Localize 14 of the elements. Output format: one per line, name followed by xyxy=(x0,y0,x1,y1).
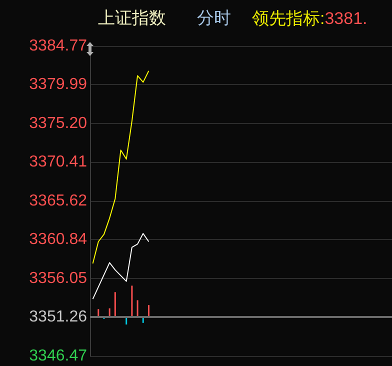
y-tick-label: 3356.05 xyxy=(29,270,88,287)
line-series xyxy=(92,70,150,264)
y-tick-label: 3351.26 xyxy=(29,308,88,326)
y-tick-label: 3360.84 xyxy=(29,231,88,248)
y-tick-label: 3379.99 xyxy=(29,76,88,94)
text: 领先指标:3381. xyxy=(252,9,368,28)
y-tick-label: 3365.62 xyxy=(29,192,88,210)
y-tick-label: 3384.77 xyxy=(29,38,88,54)
chart-title: 上证指数 xyxy=(98,8,166,28)
y-tick-label: 3370.41 xyxy=(29,154,88,171)
y-tick-label: 3375.20 xyxy=(29,114,88,132)
y-tick-label: 3346.47 xyxy=(29,348,88,364)
chart-subtitle: 分时 xyxy=(197,8,231,28)
line-series xyxy=(92,233,150,300)
